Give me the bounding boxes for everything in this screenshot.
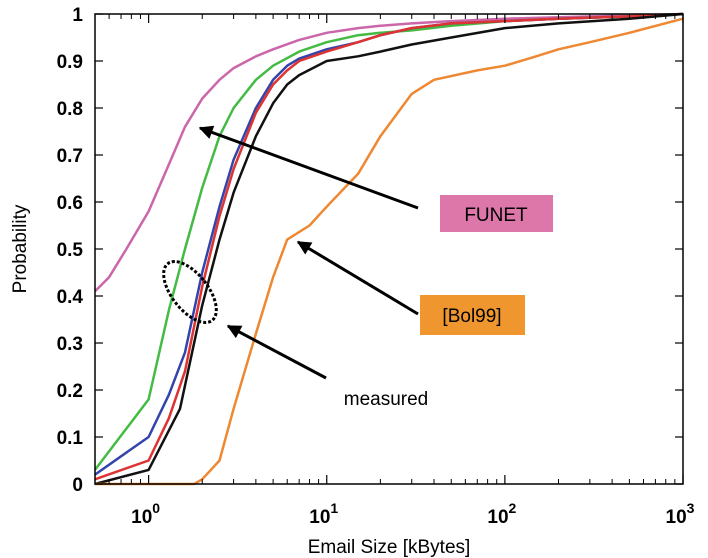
x-tick-exponent: 1 bbox=[330, 500, 338, 516]
plot-frame bbox=[94, 13, 684, 485]
y-tick-label: 0.3 bbox=[57, 334, 83, 355]
series-line-funet bbox=[94, 12, 684, 293]
measured-arrow bbox=[226, 324, 327, 380]
x-tick-base: 10 bbox=[487, 507, 508, 528]
x-tick-exponent: 0 bbox=[152, 500, 160, 516]
x-tick-base: 10 bbox=[309, 507, 330, 528]
y-tick-label: 0.1 bbox=[57, 428, 84, 449]
x-tick-label: 100 bbox=[131, 500, 160, 528]
x-tick-label: 101 bbox=[309, 500, 338, 528]
y-tick-label: 0.8 bbox=[57, 99, 83, 120]
y-tick-label: 0.6 bbox=[57, 193, 83, 214]
bol99-arrow bbox=[296, 240, 419, 316]
funet-label-box bbox=[440, 195, 553, 232]
measured-label: measured bbox=[344, 389, 429, 410]
measured-ellipse bbox=[162, 260, 218, 324]
x-tick-label: 102 bbox=[487, 500, 516, 528]
x-tick-exponent: 3 bbox=[687, 500, 695, 516]
series-line-bol99 bbox=[95, 17, 684, 486]
funet-label: FUNET bbox=[464, 205, 528, 226]
y-tick-label: 0.7 bbox=[57, 146, 83, 167]
x-tick-base: 10 bbox=[666, 507, 687, 528]
y-tick-label: 0 bbox=[72, 475, 83, 496]
bol99-label: [Bol99] bbox=[442, 306, 501, 327]
x-tick-base: 10 bbox=[131, 507, 152, 528]
x-tick-label: 103 bbox=[666, 500, 695, 528]
y-axis-title: Probability bbox=[10, 204, 31, 293]
x-tick-exponent: 2 bbox=[509, 500, 517, 516]
y-tick-label: 0.4 bbox=[57, 287, 84, 308]
y-tick-label: 0.2 bbox=[57, 381, 83, 402]
y-tick-label: 0.5 bbox=[57, 240, 84, 261]
x-axis-title: Email Size [kBytes] bbox=[308, 537, 471, 558]
bol99-label-box bbox=[420, 295, 525, 335]
series-line-black bbox=[94, 12, 684, 486]
series-line-red bbox=[94, 12, 684, 481]
funet-arrow bbox=[198, 125, 419, 210]
y-tick-label: 0.9 bbox=[57, 52, 83, 73]
y-tick-label: 1 bbox=[72, 5, 83, 26]
